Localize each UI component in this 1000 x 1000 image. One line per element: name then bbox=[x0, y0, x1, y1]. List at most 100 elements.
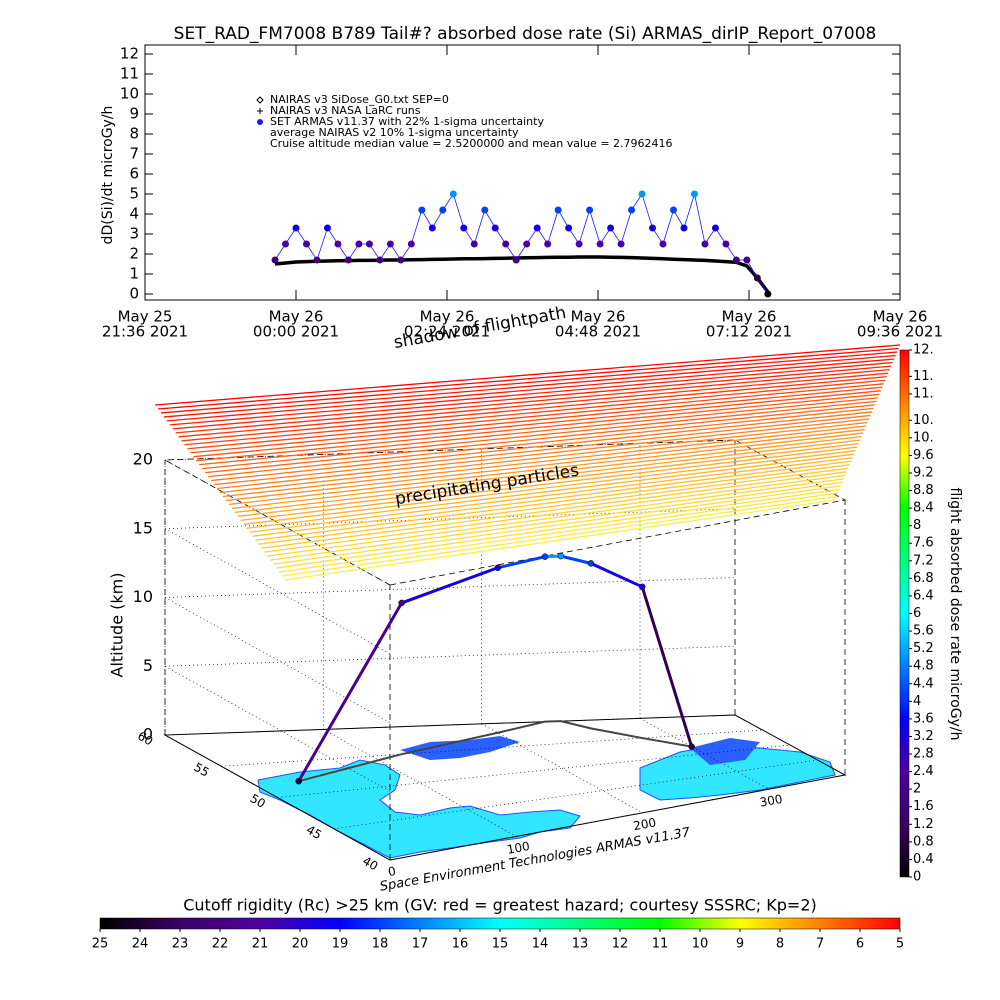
armas-point bbox=[565, 224, 573, 232]
colorbar-tick-label: 6.8 bbox=[913, 571, 934, 586]
z-grid-line bbox=[164, 645, 736, 667]
colorbar-tick-label: 5 bbox=[896, 937, 904, 952]
armas-point bbox=[743, 256, 751, 264]
armas-point bbox=[701, 240, 709, 248]
colorbar-tick-label: 17 bbox=[412, 937, 429, 952]
armas-point bbox=[292, 224, 300, 232]
colorbar-tick-label: 1.2 bbox=[913, 817, 934, 832]
x-tick-label: 21:36 2021 bbox=[102, 323, 188, 341]
colorbar-tick-label: 5.2 bbox=[913, 641, 934, 656]
colorbar-tick-label: 2.4 bbox=[913, 764, 934, 779]
armas-point bbox=[554, 206, 562, 214]
particle-layer-line bbox=[264, 474, 846, 553]
particle-layer-line bbox=[252, 460, 852, 537]
armas-point bbox=[397, 256, 405, 264]
legend-text: average NAIRAS v2 10% 1-sigma uncertaint… bbox=[270, 126, 519, 139]
colorbar-tick-label: 18 bbox=[372, 937, 389, 952]
armas-point bbox=[282, 240, 290, 248]
track-segment bbox=[640, 586, 694, 748]
armas-point bbox=[711, 224, 719, 232]
y-tick-label: 45 bbox=[304, 822, 324, 842]
colorbar-tick-label: 3.6 bbox=[913, 711, 934, 726]
track-segment bbox=[560, 554, 592, 565]
colorbar-tick-label: 15 bbox=[492, 937, 509, 952]
armas-point bbox=[334, 240, 342, 248]
track-point bbox=[587, 560, 595, 567]
x-tick-label: 04:48 2021 bbox=[555, 323, 641, 341]
chart-title: SET_RAD_FM7008 B789 Tail#? absorbed dose… bbox=[174, 24, 877, 44]
z-tick-label: 5 bbox=[143, 656, 153, 675]
colorbar-tick-label: 0 bbox=[913, 870, 921, 885]
colorbar-tick-label: 14 bbox=[532, 937, 549, 952]
z-tick-label: 10 bbox=[133, 587, 153, 606]
particle-layer-line bbox=[160, 351, 898, 414]
y-tick-label: 9 bbox=[129, 105, 139, 123]
y-tick-label: 50 bbox=[248, 791, 268, 811]
colorbar-tick-label: 3.2 bbox=[913, 729, 934, 744]
particle-layer-line bbox=[166, 358, 895, 422]
colorbar bbox=[99, 917, 901, 930]
colorbar-tick-label: 2 bbox=[913, 782, 921, 797]
armas-point bbox=[470, 240, 478, 248]
colorbar-tick-label: 21 bbox=[252, 937, 269, 952]
colorbar-tick-label: 8.8 bbox=[913, 483, 934, 498]
x-grid-line bbox=[481, 723, 643, 814]
z-grid-line bbox=[164, 528, 391, 655]
x-tick-label: 300 bbox=[759, 792, 784, 810]
legend-marker bbox=[257, 119, 263, 125]
particle-layer-line bbox=[255, 464, 850, 541]
colorbar bbox=[899, 349, 910, 878]
legend-text: NAIRAS v3 SiDose_G0.txt SEP=0 bbox=[270, 93, 449, 106]
particle-layer-line bbox=[154, 344, 901, 406]
land-mass bbox=[400, 736, 520, 760]
land-mass bbox=[257, 759, 581, 859]
particle-layer-line bbox=[276, 488, 840, 569]
x-tick-label: 02:24 2021 bbox=[404, 323, 490, 341]
particle-layer-line bbox=[157, 347, 899, 410]
armas-point bbox=[617, 240, 625, 248]
colorbar-tick-label: 2.8 bbox=[913, 747, 934, 762]
particle-layer-line bbox=[187, 383, 884, 450]
colorbar-tick-label: 11. bbox=[913, 369, 934, 384]
track-segment bbox=[297, 602, 403, 782]
y-tick-label: 40 bbox=[360, 854, 380, 874]
armas-point bbox=[732, 256, 740, 264]
particle-layer-line bbox=[270, 481, 843, 561]
track-segment bbox=[401, 566, 499, 605]
colorbar-tick-label: 12 bbox=[612, 937, 629, 952]
particle-layer-line bbox=[246, 453, 855, 529]
particle-layer-line bbox=[175, 369, 890, 434]
colorbar-tick-label: 22 bbox=[212, 937, 229, 952]
armas-point bbox=[355, 240, 363, 248]
colorbar-tick-label: 0.8 bbox=[913, 834, 934, 849]
y-tick-label: 55 bbox=[191, 760, 211, 780]
colorbar-tick-label: 9.6 bbox=[913, 448, 934, 463]
z-tick-label: 15 bbox=[133, 518, 153, 537]
armas-point bbox=[376, 256, 384, 264]
particle-layer-line bbox=[273, 485, 841, 565]
track-segment bbox=[590, 561, 643, 589]
particle-layer-line bbox=[267, 478, 844, 557]
particle-layer-line bbox=[231, 435, 862, 510]
colorbar-tick-label: 1.6 bbox=[913, 799, 934, 814]
x-tick-label: 200 bbox=[632, 815, 657, 833]
particle-layer-line bbox=[199, 397, 878, 466]
colorbar-tick-label: 7.6 bbox=[913, 536, 934, 551]
particle-layer-line bbox=[284, 499, 836, 581]
y-tick-label: 5 bbox=[129, 185, 139, 203]
particle-layer-line bbox=[281, 495, 837, 577]
colorbar-tick-label: 12. bbox=[913, 343, 934, 358]
y-tick-label: 7 bbox=[129, 145, 139, 163]
colorbar-tick-label: 9 bbox=[736, 937, 744, 952]
armas-point bbox=[407, 240, 415, 248]
track-point bbox=[557, 552, 565, 560]
colorbar-tick-label: 16 bbox=[452, 937, 469, 952]
y-axis-label: dD(Si)/dt microGy/h bbox=[100, 106, 116, 245]
colorbar-tick-label: 24 bbox=[132, 937, 149, 952]
track-segment bbox=[497, 555, 546, 570]
nairas-line bbox=[274, 255, 770, 294]
colorbar-tick-label: 9.2 bbox=[913, 465, 934, 480]
track-point bbox=[638, 583, 646, 591]
x-tick-label: May 26 bbox=[269, 308, 324, 326]
colorbar-tick-label: 7 bbox=[816, 937, 824, 952]
